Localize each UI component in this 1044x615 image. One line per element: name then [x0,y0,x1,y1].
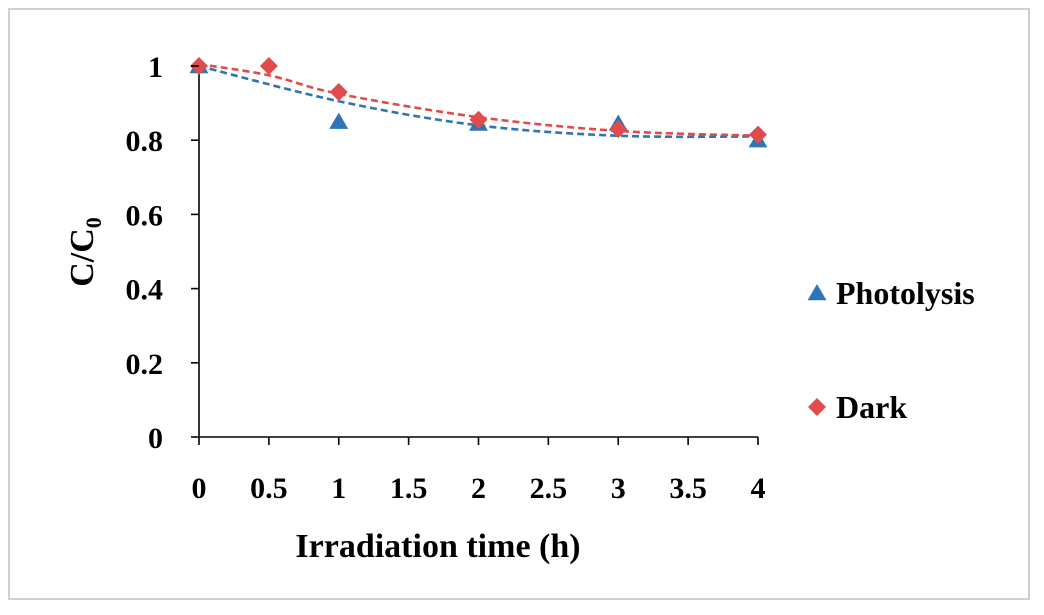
dark-data-point [259,57,278,75]
y-tick-label: 0.4 [126,274,164,307]
dark-data-point [749,125,767,144]
y-axis-title-main: C/C [64,228,101,287]
y-axis-title-subscript: 0 [81,217,106,228]
photolysis-legend-marker [807,284,827,301]
photolysis-trend-line [198,64,759,139]
trend-lines [198,62,759,139]
x-tick-label: 4 [751,472,766,505]
legend: Photolysis Dark [807,275,975,425]
x-tick-label: 2.5 [530,472,568,505]
x-axis-title: Irradiation time (h) [295,528,580,565]
dark-data-point [469,110,488,129]
x-tick-label: 3.5 [669,472,707,505]
y-axis-title: C/C0 [64,217,106,287]
x-tick-label: 1 [331,472,346,505]
y-tick-label: 1 [148,51,163,84]
dark-legend-marker [808,398,826,416]
dark-data-point [329,82,348,101]
y-tick-label: 0 [148,422,163,455]
photolysis-legend-label: Photolysis [836,275,975,311]
dark-legend-label: Dark [836,389,907,425]
x-tick-label: 0.5 [250,472,288,505]
y-tick-label: 0.8 [126,125,164,158]
x-tick-label: 1.5 [390,472,428,505]
dark-trend-line [198,62,759,138]
photolysis-data-point [329,112,349,129]
x-tick-label: 2 [471,472,486,505]
y-tick-label: 0.2 [126,348,164,381]
chart-frame [8,8,1030,600]
y-tick-label: 0.6 [126,199,164,232]
y-tick-labels: 0 0.2 0.4 0.6 0.8 1 [126,51,199,455]
dark-data-point [609,120,628,139]
x-tick-label: 0 [192,472,207,505]
x-tick-label: 3 [611,472,626,505]
x-tick-labels: 0 0.5 1 1.5 2 2.5 3 3.5 4 [192,437,766,505]
